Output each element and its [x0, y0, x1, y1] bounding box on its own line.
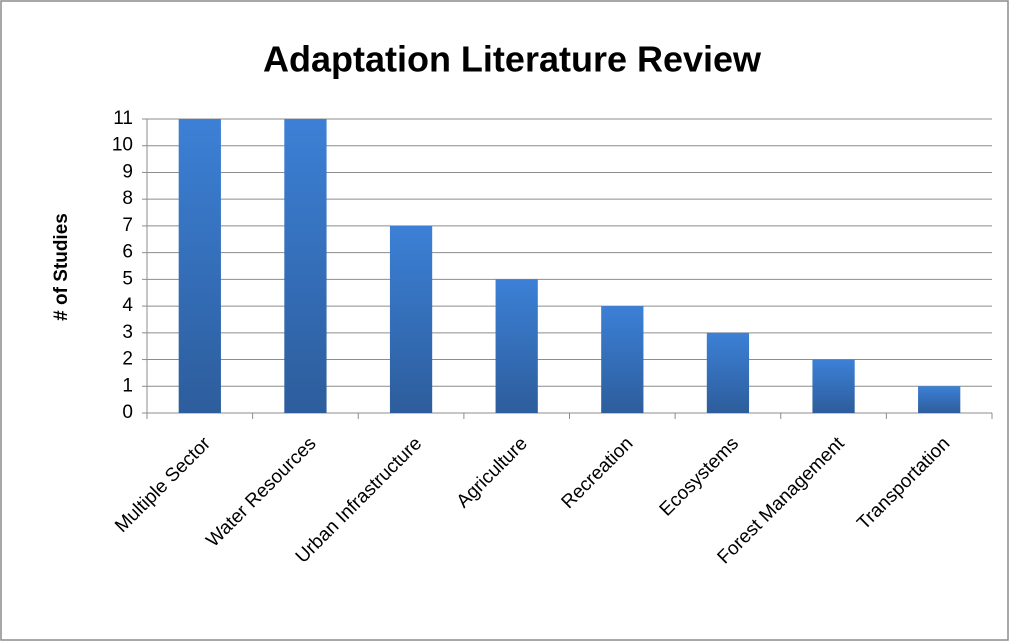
- y-tick-label: 3: [122, 322, 133, 343]
- y-tick-label: 7: [122, 215, 133, 236]
- bar: [495, 279, 538, 413]
- y-tick-label: 1: [122, 375, 133, 396]
- y-axis-label: # of Studies: [51, 213, 72, 321]
- y-tick-label: 6: [122, 242, 133, 263]
- y-tick-label: 11: [113, 108, 133, 129]
- bar: [918, 386, 961, 413]
- bar: [178, 119, 221, 413]
- bar: [601, 306, 644, 413]
- y-tick-label: 9: [122, 161, 133, 182]
- y-tick-label: 0: [122, 402, 133, 423]
- y-tick-label: 2: [122, 349, 133, 370]
- y-tick-label: 5: [122, 268, 133, 289]
- bar: [812, 359, 855, 413]
- bar: [389, 225, 433, 413]
- y-tick-label: 8: [122, 188, 133, 209]
- y-tick-label: 10: [112, 135, 133, 156]
- bar: [284, 119, 327, 413]
- chart-title: Adaptation Literature Review: [263, 39, 762, 80]
- y-tick-label: 4: [122, 295, 133, 316]
- bar: [706, 332, 750, 413]
